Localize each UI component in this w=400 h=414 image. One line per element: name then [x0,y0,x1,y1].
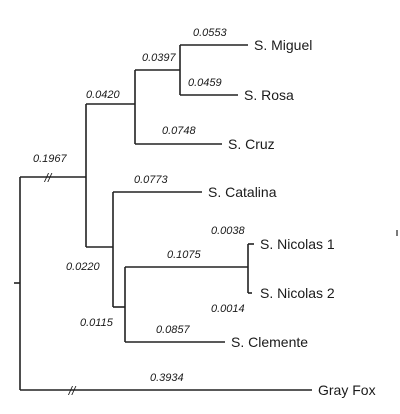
taxon-clemente: S. Clemente [231,334,308,350]
break-mark-grayfox: // [68,384,77,398]
blen-southern-clade-stem: 0.0220 [66,261,101,273]
blen-nicolas2: 0.0014 [211,303,245,315]
taxon-catalina: S. Catalina [208,184,277,200]
taxon-grayfox: Gray Fox [318,382,376,398]
blen-catalina: 0.0773 [134,174,169,186]
blen-nicolas1: 0.0038 [211,225,246,237]
blen-nicolas-clemente-stem: 0.0115 [80,317,114,329]
blen-miguel: 0.0553 [193,27,228,39]
blen-clemente: 0.0857 [156,324,191,336]
taxon-rosa: S. Rosa [244,87,294,103]
blen-grayfox: 0.3934 [150,372,184,384]
taxon-miguel: S. Miguel [254,37,312,53]
blen-rosa: 0.0459 [188,77,222,89]
blen-miguel-rosa-stem: 0.0397 [142,52,177,64]
blen-northern-clade-stem: 0.0420 [86,89,121,101]
blen-island-fox-stem: 0.1967 [33,153,68,165]
taxon-nicolas2: S. Nicolas 2 [260,285,335,301]
taxon-cruz: S. Cruz [228,136,275,152]
blen-nicolas-stem: 0.1075 [167,249,202,261]
break-mark-island-fox-stem: // [44,171,53,185]
blen-cruz: 0.0748 [162,125,197,137]
taxon-nicolas1: S. Nicolas 1 [260,236,335,252]
